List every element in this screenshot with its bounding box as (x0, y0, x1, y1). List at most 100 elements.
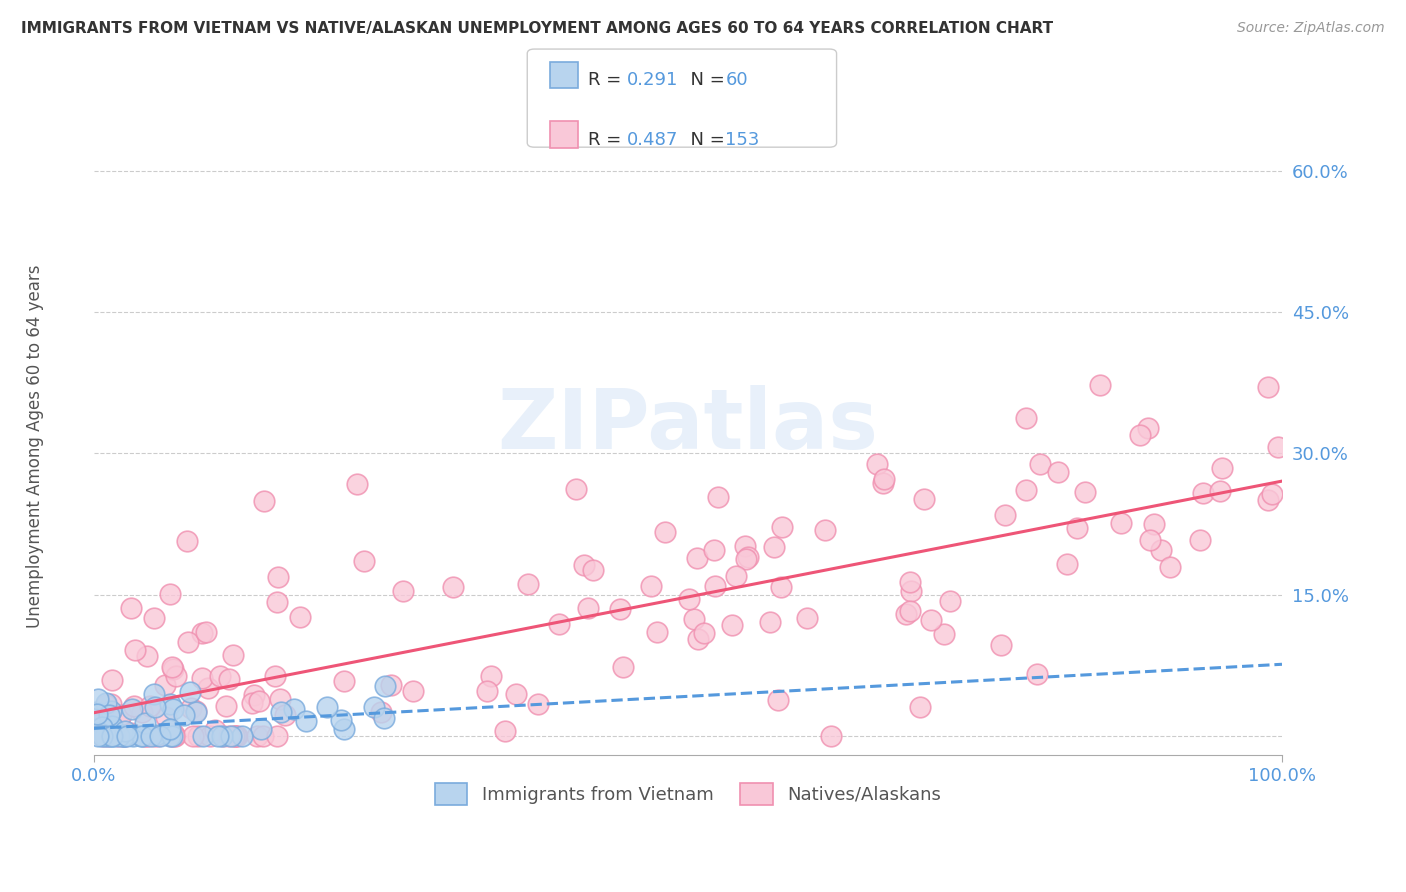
Point (1261, 487, 1284, 501)
Point (1111, 516, 1133, 530)
Point (143, 687, 166, 701)
Point (211, 729, 233, 743)
Point (932, 627, 955, 641)
Point (97, 710, 120, 724)
Point (576, 601, 599, 615)
Text: R =: R = (588, 131, 627, 149)
Point (479, 669, 502, 683)
Point (87, 721, 110, 735)
Point (162, 702, 184, 716)
Point (270, 705, 292, 719)
Point (107, 714, 129, 729)
Text: IMMIGRANTS FROM VIETNAM VS NATIVE/ALASKAN UNEMPLOYMENT AMONG AGES 60 TO 64 YEARS: IMMIGRANTS FROM VIETNAM VS NATIVE/ALASKA… (21, 21, 1053, 36)
Point (101, 673, 124, 687)
Point (159, 697, 181, 711)
Legend: Immigrants from Vietnam, Natives/Alaskans: Immigrants from Vietnam, Natives/Alaskan… (427, 775, 949, 812)
Point (994, 508, 1017, 523)
Point (214, 698, 236, 713)
Point (264, 669, 287, 683)
Point (121, 702, 143, 716)
Point (581, 563, 603, 577)
Point (517, 577, 540, 591)
Point (346, 477, 368, 491)
Point (1150, 542, 1173, 557)
Point (136, 648, 159, 663)
Point (682, 612, 704, 626)
Point (866, 458, 889, 472)
Point (224, 729, 246, 743)
Point (688, 632, 710, 646)
Point (1139, 533, 1161, 547)
Point (162, 660, 184, 674)
Text: R =: R = (588, 71, 627, 89)
Text: 0.487: 0.487 (627, 131, 679, 149)
Point (131, 705, 153, 719)
Point (363, 700, 385, 714)
Point (165, 669, 187, 683)
Point (1056, 558, 1078, 572)
Point (101, 719, 124, 733)
Point (97, 720, 120, 734)
Text: Unemployment Among Ages 60 to 64 years: Unemployment Among Ages 60 to 64 years (27, 264, 44, 628)
Point (159, 729, 181, 743)
Point (222, 729, 245, 743)
Point (115, 729, 138, 743)
Point (246, 729, 269, 743)
Point (333, 722, 356, 736)
Point (939, 593, 962, 607)
Point (94, 729, 117, 743)
Point (735, 551, 758, 566)
Point (86, 707, 108, 722)
Point (191, 626, 214, 640)
Point (240, 697, 263, 711)
Point (114, 729, 136, 743)
Point (250, 722, 273, 736)
Point (990, 638, 1012, 652)
Point (288, 610, 311, 624)
Point (332, 674, 354, 689)
Point (1257, 492, 1279, 507)
Point (124, 642, 146, 657)
Point (1257, 380, 1279, 394)
Point (243, 689, 266, 703)
Point (908, 700, 931, 714)
Point (1014, 410, 1036, 425)
Point (146, 729, 169, 743)
Point (640, 579, 662, 593)
Text: ZIPatlas: ZIPatlas (498, 384, 879, 466)
Point (734, 539, 756, 553)
Point (181, 729, 204, 743)
Point (274, 707, 297, 722)
Point (110, 707, 132, 722)
Point (87, 691, 110, 706)
Point (704, 579, 727, 593)
Point (247, 694, 270, 708)
Point (139, 729, 162, 743)
Point (283, 702, 305, 716)
Point (1025, 667, 1047, 681)
Point (645, 625, 668, 640)
Point (380, 678, 402, 692)
Point (475, 684, 498, 698)
Point (100, 697, 122, 711)
Point (96, 696, 118, 710)
Point (226, 729, 249, 743)
Point (494, 723, 516, 738)
Point (1209, 484, 1232, 499)
Point (87, 729, 110, 743)
Point (218, 672, 240, 686)
Point (370, 706, 392, 720)
Point (138, 729, 160, 743)
Point (686, 551, 709, 566)
Point (1028, 457, 1050, 471)
Point (441, 580, 464, 594)
Point (707, 491, 730, 505)
Point (225, 729, 247, 743)
Point (330, 713, 353, 727)
Point (112, 729, 135, 743)
Point (134, 715, 156, 730)
Point (191, 672, 214, 686)
Point (100, 705, 122, 719)
Point (120, 601, 142, 615)
Point (374, 679, 396, 693)
